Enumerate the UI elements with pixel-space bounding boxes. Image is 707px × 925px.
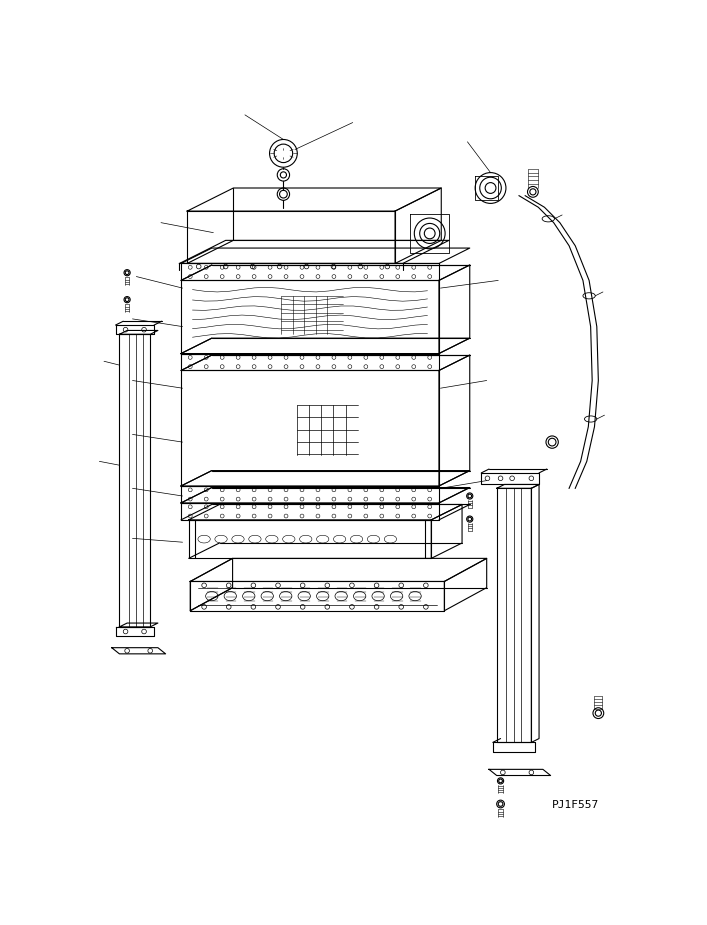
Text: PJ1F557: PJ1F557 [552, 800, 600, 810]
